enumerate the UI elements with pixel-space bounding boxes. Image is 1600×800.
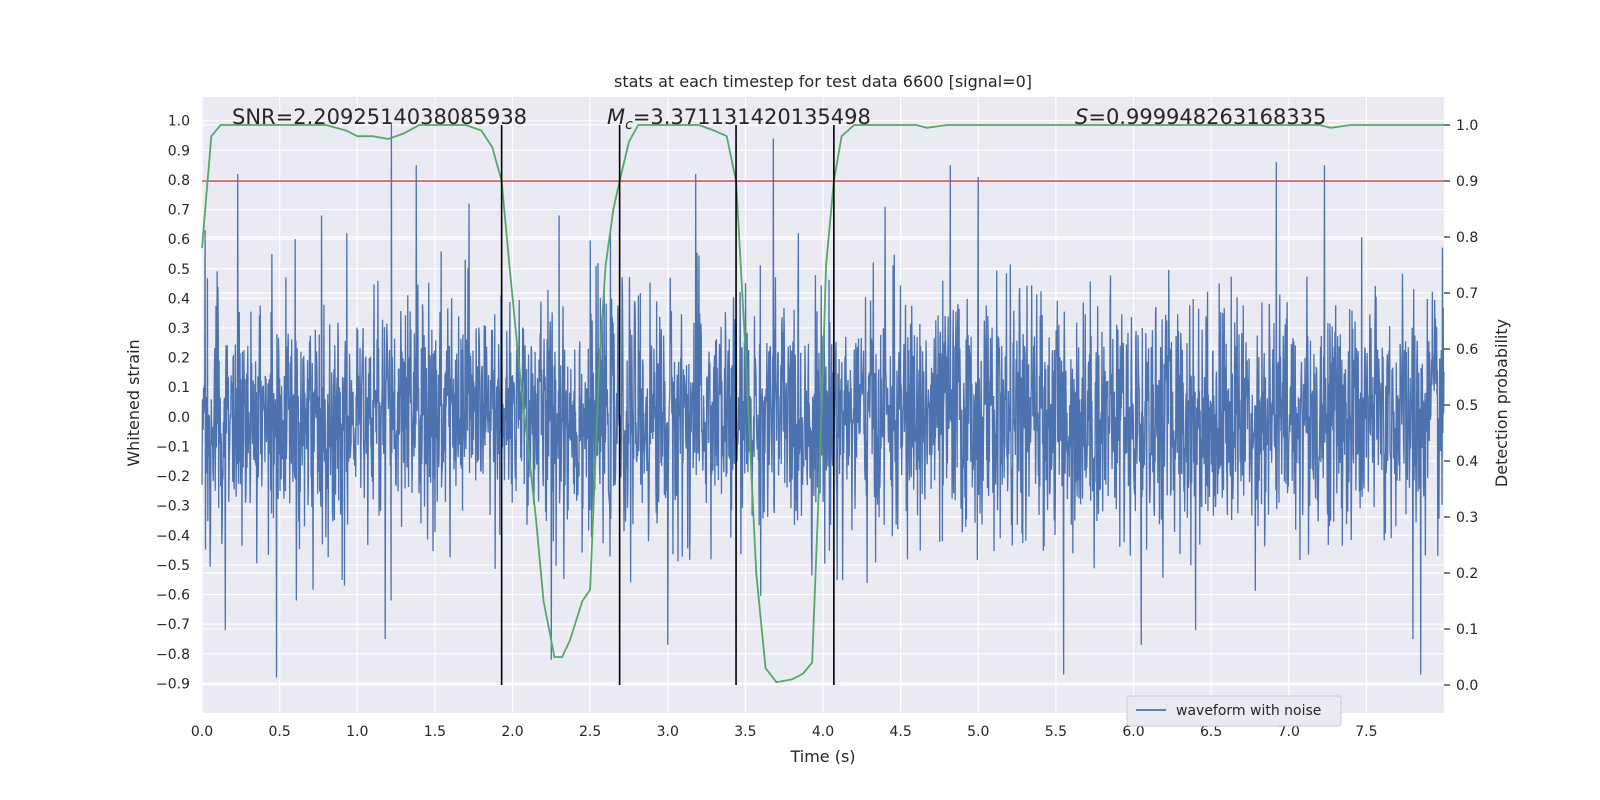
s-value: =0.999948263168335 <box>1088 105 1326 129</box>
y-left-tick-label: 0.4 <box>168 291 190 307</box>
vertical-markers <box>500 125 835 685</box>
y-left-tick-label: −0.9 <box>156 676 190 692</box>
x-tick-label: 4.5 <box>889 724 911 740</box>
legend: waveform with noise <box>1126 695 1342 727</box>
chirp-mass-symbol: M <box>607 105 625 129</box>
y-right-tick-label: 0.2 <box>1456 566 1478 582</box>
x-tick-label: 3.0 <box>657 724 679 740</box>
y-left-tick-label: 0.9 <box>168 143 190 159</box>
x-tick-label: 4.0 <box>812 724 834 740</box>
y-left-tick-label: 0.1 <box>168 380 190 396</box>
snr-annotation: SNR=2.2092514038085938 <box>232 105 527 129</box>
y-left-tick-label: −0.2 <box>156 469 190 485</box>
y-right-tick-label: 0.3 <box>1456 510 1478 526</box>
waveform-series <box>201 123 1445 678</box>
y-left-tick-label: 0.0 <box>168 410 190 426</box>
x-tick-label: 5.0 <box>967 724 989 740</box>
legend-label: waveform with noise <box>1176 703 1321 719</box>
y-right-tick-label: 0.0 <box>1456 678 1478 694</box>
s-annotation: S=0.999948263168335 <box>1075 105 1326 129</box>
y-right-tick-label: 0.8 <box>1456 230 1478 246</box>
y-left-tick-label: −0.8 <box>156 647 190 663</box>
chirp-mass-annotation: Mc=3.371131420135498 <box>607 105 871 133</box>
x-tick-label: 2.5 <box>579 724 601 740</box>
y-right-tick-label: 0.7 <box>1456 286 1478 302</box>
x-tick-label: 2.0 <box>501 724 523 740</box>
x-tick-label: 0.5 <box>268 724 290 740</box>
y-right-tick-label: 0.1 <box>1456 622 1478 638</box>
y-left-tick-label: 0.5 <box>168 262 190 278</box>
y-right-tick-label: 0.4 <box>1456 454 1478 470</box>
chirp-mass-subscript: c <box>625 117 633 133</box>
y-right-tick-label: 1.0 <box>1456 118 1478 134</box>
waveform-line <box>201 123 1445 678</box>
x-tick-label: 7.0 <box>1278 724 1300 740</box>
y-left-axis-label: Whitened strain <box>124 339 143 466</box>
y-right-tick-label: 0.6 <box>1456 342 1478 358</box>
x-tick-label: 6.5 <box>1200 724 1222 740</box>
y-left-tick-label: −0.7 <box>156 617 190 633</box>
x-tick-label: 0.0 <box>191 724 213 740</box>
x-tick-label: 3.5 <box>734 724 756 740</box>
x-tick-label: 1.0 <box>346 724 368 740</box>
y-right-tick-label: 0.9 <box>1456 174 1478 190</box>
s-symbol: S <box>1075 105 1088 129</box>
x-tick-label: 6.0 <box>1122 724 1144 740</box>
y-left-tick-label: 1.0 <box>168 114 190 130</box>
x-tick-label: 5.5 <box>1045 724 1067 740</box>
y-left-tick-label: −0.5 <box>156 558 190 574</box>
y-left-tick-label: 0.6 <box>168 232 190 248</box>
y-left-tick-label: −0.6 <box>156 588 190 604</box>
x-axis-label: Time (s) <box>789 747 855 766</box>
y-left-tick-label: −0.3 <box>156 499 190 515</box>
y-left-tick-label: 0.8 <box>168 173 190 189</box>
y-left-axis-ticks: −0.9 −0.8 −0.7 −0.6 −0.5 −0.4 −0.3 −0.2 −0.1 0.0 0… <box>156 114 190 693</box>
chirp-mass-value: =3.371131420135498 <box>633 105 871 129</box>
y-right-tick-label: 0.5 <box>1456 398 1478 414</box>
probability-series <box>201 124 1444 684</box>
x-tick-label: 1.5 <box>424 724 446 740</box>
y-right-axis-label: Detection probability <box>1492 319 1511 487</box>
x-axis-ticks: 0.0 0.5 1.0 1.5 2.0 2.5 3.0 3.5 4.0 4.5 5.0 5.5 6.0 6… <box>191 724 1378 740</box>
y-left-tick-label: 0.3 <box>168 321 190 337</box>
y-left-tick-label: 0.7 <box>168 203 190 219</box>
legend-box <box>1126 695 1342 727</box>
y-left-tick-label: −0.1 <box>156 439 190 455</box>
y-left-tick-label: −0.4 <box>156 528 190 544</box>
probability-line <box>201 124 1444 684</box>
chart-title: stats at each timestep for test data 660… <box>614 72 1032 91</box>
y-right-axis-ticks: 0.0 0.1 0.2 0.3 0.4 0.5 0.6 0.7 0.8 0.9 1.0 <box>1444 118 1478 694</box>
x-tick-label: 7.5 <box>1355 724 1377 740</box>
y-left-tick-label: 0.2 <box>168 351 190 367</box>
